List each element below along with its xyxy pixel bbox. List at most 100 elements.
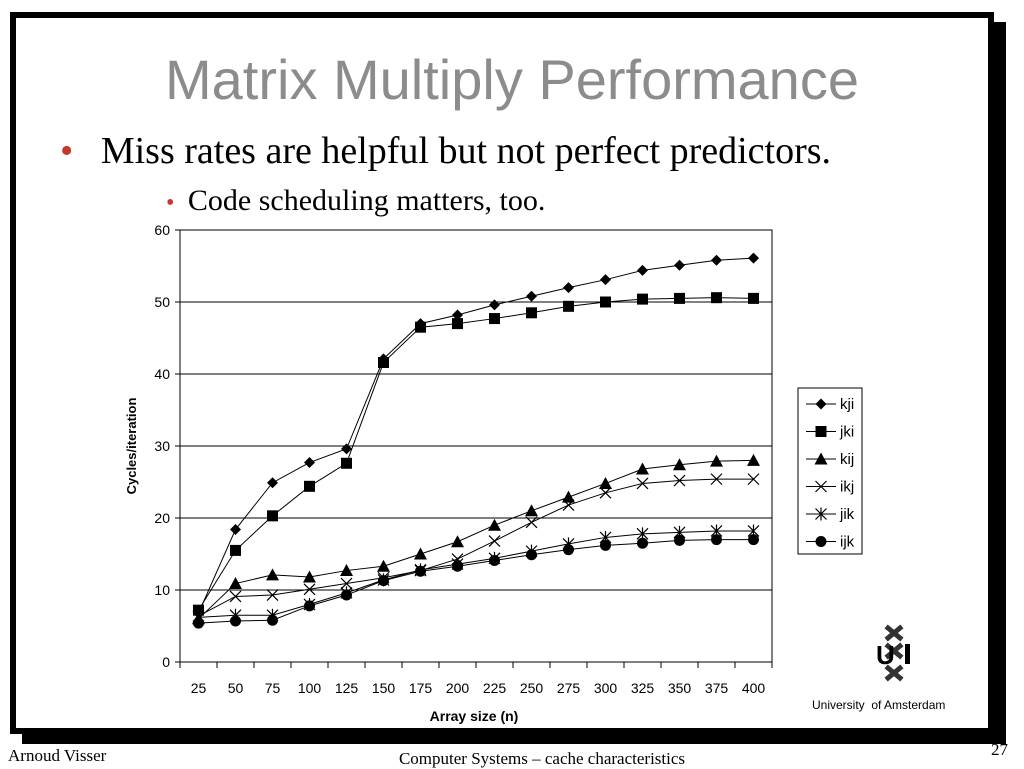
footer-course: Computer Systems – cache characteristics — [398, 749, 686, 768]
data-point-jki — [193, 604, 204, 616]
bullet-point-1: • Miss rates are helpful but not perfect… — [60, 132, 831, 170]
data-point-kij — [599, 476, 612, 489]
legend-box — [797, 387, 863, 555]
data-point-ijk — [415, 565, 426, 577]
data-point-ikj — [562, 499, 575, 511]
data-point-kji — [489, 299, 500, 311]
x-tick-label: 400 — [742, 680, 766, 696]
y-tick-label: 20 — [154, 510, 170, 526]
data-point-kji — [563, 282, 574, 294]
data-point-kij — [451, 535, 464, 548]
legend-label-ijk: ijk — [840, 534, 855, 551]
data-point-kij — [525, 504, 538, 517]
bullet-dot-1: • — [60, 130, 74, 172]
bullet-text-2: Code scheduling matters, too. — [187, 184, 546, 217]
legend-marker-jki — [815, 426, 827, 437]
series-line-kij — [198, 459, 754, 620]
data-point-jki — [230, 544, 241, 556]
data-point-ijk — [341, 589, 352, 601]
data-point-kji — [748, 252, 759, 264]
data-point-kji — [304, 457, 315, 469]
data-point-ijk — [526, 549, 537, 561]
data-point-jki — [600, 296, 611, 308]
x-tick-label: 225 — [483, 680, 507, 696]
slide-frame — [10, 12, 994, 734]
data-point-ikj — [266, 589, 279, 601]
legend-label-kji: kji — [840, 396, 854, 413]
data-point-jki — [711, 292, 722, 304]
x-tick-label: 75 — [265, 680, 281, 696]
data-point-jki — [415, 321, 426, 333]
y-tick-label: 30 — [154, 438, 170, 454]
series-line-jik — [198, 530, 754, 618]
data-point-kij — [414, 547, 427, 560]
data-point-ijk — [711, 534, 722, 546]
data-point-kij — [229, 577, 242, 590]
data-point-ijk — [193, 617, 204, 629]
data-point-kij — [303, 570, 316, 583]
data-point-jki — [341, 457, 352, 469]
data-point-ijk — [230, 615, 241, 627]
data-point-kij — [377, 559, 390, 572]
svg-text:U: U — [876, 640, 895, 670]
data-point-kij — [747, 453, 760, 466]
data-point-jki — [489, 313, 500, 325]
data-point-jki — [267, 510, 278, 522]
data-point-jki — [563, 300, 574, 312]
data-point-ikj — [488, 535, 501, 547]
data-point-kij — [266, 568, 279, 581]
x-tick-label: 100 — [298, 680, 322, 696]
x-tick-label: 375 — [705, 680, 729, 696]
data-point-ijk — [304, 600, 315, 612]
data-point-kij — [636, 462, 649, 475]
data-point-kji — [230, 524, 241, 536]
x-tick-label: 350 — [668, 680, 692, 696]
data-point-kij — [673, 458, 686, 471]
data-point-ikj — [636, 477, 649, 490]
x-tick-label: 150 — [372, 680, 396, 696]
data-point-kji — [674, 259, 685, 271]
legend-label-kij: kij — [840, 451, 854, 468]
data-point-kji — [711, 254, 722, 266]
data-point-ikj — [673, 474, 686, 487]
x-tick-label: 250 — [520, 680, 544, 696]
legend-marker-ikj — [815, 480, 827, 493]
data-point-ikj — [303, 583, 316, 596]
legend-label-jki: jki — [839, 424, 854, 441]
data-point-ijk — [267, 614, 278, 626]
data-point-jki — [674, 292, 685, 304]
data-point-jki — [304, 480, 315, 492]
x-tick-label: 125 — [335, 680, 359, 696]
data-point-ijk — [748, 534, 759, 546]
x-axis-label: Array size (n) — [430, 708, 519, 724]
data-point-kji — [600, 274, 611, 286]
y-tick-label: 0 — [162, 654, 170, 670]
bullet-point-2: • Code scheduling matters, too. — [166, 186, 545, 216]
data-point-jki — [452, 318, 463, 330]
data-point-kji — [526, 290, 537, 302]
data-point-ijk — [674, 534, 685, 546]
legend-label-ikj: ikj — [840, 479, 854, 496]
data-point-kji — [452, 309, 463, 321]
data-point-kji — [341, 443, 352, 455]
series-line-ijk — [198, 539, 754, 624]
data-point-ikj — [340, 577, 353, 590]
data-point-kij — [340, 564, 353, 577]
data-point-jki — [748, 292, 759, 304]
legend-marker-kij — [814, 452, 828, 465]
y-tick-label: 40 — [154, 366, 170, 382]
x-tick-label: 325 — [631, 680, 655, 696]
series-line-ikj — [198, 478, 754, 617]
data-point-ikj — [229, 590, 242, 603]
x-tick-label: 175 — [409, 680, 433, 696]
data-point-jki — [526, 307, 537, 319]
x-tick-label: 300 — [594, 680, 618, 696]
x-tick-label: 50 — [228, 680, 244, 696]
series-line-kji — [198, 257, 754, 614]
data-point-kij — [488, 518, 501, 531]
data-point-kji — [637, 264, 648, 276]
bullet-dot-2: • — [166, 190, 175, 216]
data-point-ikj — [599, 486, 612, 499]
footer-author: Arnoud Visser — [8, 746, 107, 765]
